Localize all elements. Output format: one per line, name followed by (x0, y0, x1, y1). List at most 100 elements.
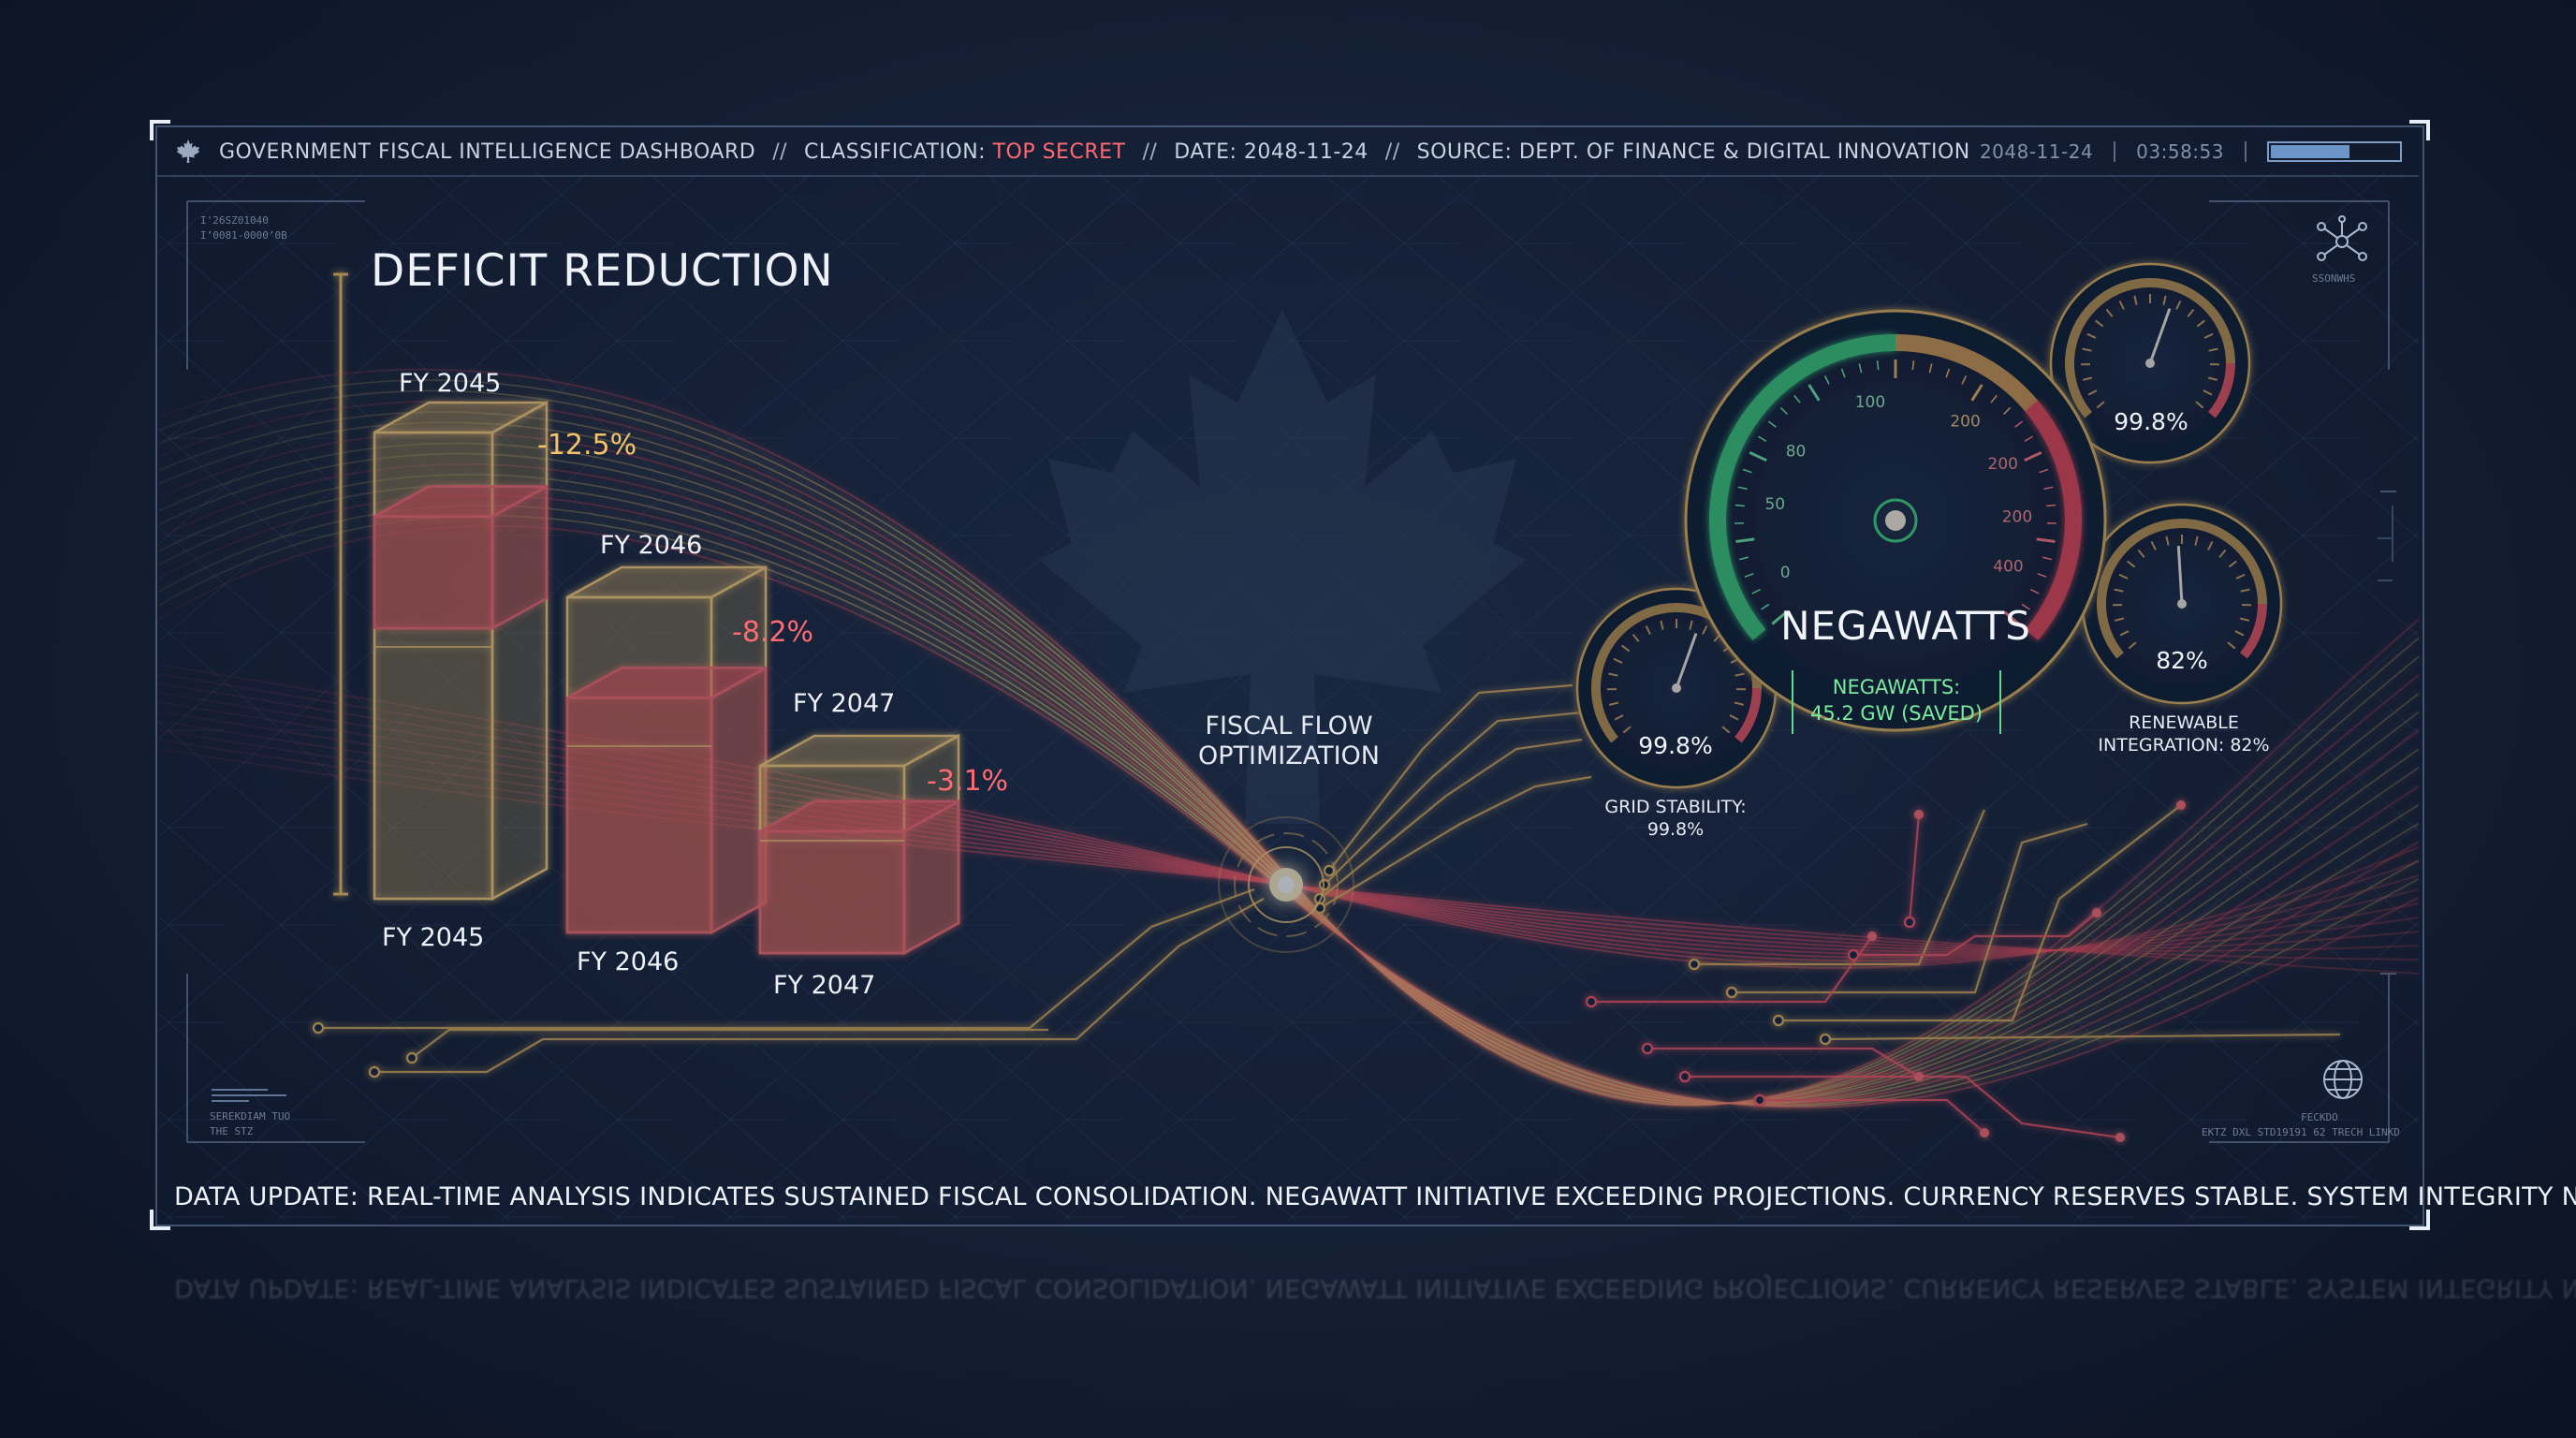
caption-line: 99.8% (1647, 819, 1705, 840)
gauge-tick (2095, 319, 2104, 328)
circuit-trace (1328, 683, 1573, 872)
circuit-trace (1694, 809, 1986, 966)
gauge-tick (2024, 450, 2042, 462)
bar-change-value: -12.5% (537, 429, 637, 462)
gauge-tick (1734, 672, 1745, 677)
gauge-tick (2150, 541, 2157, 550)
circuit-node (2115, 1133, 2125, 1142)
gauge-tick (2208, 347, 2218, 352)
deficit-title: DEFICIT REDUCTION (371, 245, 834, 297)
renewable-gauge-value: 82% (2156, 647, 2208, 674)
gauge-needle (2176, 546, 2184, 605)
gauge-tick (1793, 394, 1801, 404)
gauge-tick (2036, 537, 2056, 543)
globe-icon[interactable] (2321, 1058, 2364, 1101)
maple-leaf-icon (176, 139, 200, 163)
fiscal-flow-label: FISCAL FLOW OPTIMIZATION (1191, 712, 1387, 771)
circuit-node (368, 1065, 381, 1078)
status-divider (2114, 141, 2116, 162)
gauge-tick (1761, 603, 1770, 610)
circuit-node (1753, 1093, 1766, 1107)
circuit-node (1819, 1033, 1832, 1046)
circuit-node (1641, 1042, 1654, 1055)
gauge-tick-label: 400 (1993, 558, 2023, 577)
gauge-tick (1823, 375, 1830, 385)
circuit-trace (1647, 1047, 1920, 1078)
header-separator: // (1142, 139, 1158, 164)
gauge-tick (1734, 701, 1745, 706)
circuit-trace (318, 888, 1255, 1030)
gauge-arc-gold (2065, 278, 2235, 418)
gauge-tick (1751, 588, 1762, 594)
network-hub-icon[interactable] (2312, 213, 2372, 270)
header-separator: // (1384, 139, 1400, 164)
gauge-tick (1858, 363, 1863, 374)
fiscal-flow-label-line: FISCAL FLOW (1205, 712, 1373, 741)
gauge-tick (2127, 560, 2136, 568)
circuit-node (1688, 958, 1701, 971)
gauge-needle (2148, 308, 2172, 364)
circuit-node (1678, 1070, 1691, 1083)
top-right-gauge (2049, 262, 2251, 464)
corner-text-top-right: SSONWHS (2312, 272, 2356, 285)
circuit-node (1725, 986, 1738, 999)
gauge-tick (1970, 384, 1983, 402)
footer-reflection: DATA UPDATE: REAL-TIME ANALYSIS INDICATE… (174, 1273, 2576, 1302)
bar-top-label: FY 2046 (600, 531, 703, 560)
gauge-tick (2118, 573, 2129, 580)
gauge-tick-label: 100 (1855, 393, 1885, 412)
frame-corner-top-right (2409, 120, 2430, 140)
gauge-tick (2029, 588, 2040, 594)
circuit-node (1914, 1072, 1924, 1081)
gauge-tick (2203, 389, 2213, 396)
negawatts-main-gauge: 0 50 80 100 200 200 200 400 (1684, 309, 2107, 732)
gauge-tick (1990, 394, 1998, 404)
status-progress-fill (2271, 145, 2350, 158)
frame-corner-bottom-left (150, 1210, 170, 1230)
gauge-tick-label: 200 (1950, 413, 1980, 432)
frame-corner-bottom-right (2409, 1210, 2430, 1230)
corner-text-bottom-right-top: FECKDO (2301, 1111, 2338, 1123)
gauge-tick (2240, 588, 2250, 593)
circuit-node (1980, 1128, 1989, 1137)
gauge-tick (2165, 536, 2170, 546)
circuit-node (1903, 916, 1916, 929)
gauge-tick (1945, 368, 1951, 378)
gauge-tick (1771, 610, 1788, 625)
gauge-tick (2235, 573, 2246, 580)
circuit-trace (1324, 710, 1592, 886)
gauge-tick (1660, 620, 1664, 630)
gauge-tick (2042, 556, 2053, 561)
gauges-group: 0 50 80 100 200 200 200 400 (1575, 262, 2283, 789)
bar-change-value: -8.2% (732, 616, 814, 649)
gauge-tick (1779, 406, 1789, 416)
bar-bottom-label: FY 2047 (773, 971, 876, 1000)
gauge-tick (1735, 537, 1755, 543)
gauge-tick (1645, 625, 1651, 635)
deficit-bar (758, 733, 960, 956)
gauge-tick (2002, 406, 2012, 416)
circuit-node (1585, 995, 1598, 1008)
corner-text-bottom-right: EKTZ DXL STD19191 62 TRECH LINKD (2202, 1126, 2400, 1138)
fiscal-flow-hub (1218, 816, 1354, 953)
gauge-tick (2119, 630, 2130, 637)
gauge-tick (2207, 541, 2214, 550)
gauge-tick (2175, 301, 2182, 310)
footer-ticker: DATA UPDATE: REAL-TIME ANALYSIS INDICATE… (174, 1182, 2576, 1211)
status-time: 03:58:53 (2136, 140, 2224, 163)
gauge-tick (2021, 603, 2030, 610)
gauge-arc-red (2239, 603, 2267, 659)
circuit-trace (411, 1028, 1048, 1059)
gauge-tick (1608, 672, 1618, 677)
gauge-tick (2114, 617, 2125, 622)
circuit-trace (1685, 1075, 2121, 1139)
gauge-tick (1744, 572, 1754, 578)
gauge-tick (2128, 641, 2137, 650)
gauge-tick (2227, 641, 2236, 650)
gauge-tick (1737, 486, 1748, 491)
deficit-bar (373, 400, 549, 902)
gauge-tick (1702, 625, 1708, 635)
gauge-tick (2024, 435, 2034, 443)
negawatts-title: NEGAWATTS (1780, 603, 2031, 649)
status-divider (2245, 141, 2247, 162)
